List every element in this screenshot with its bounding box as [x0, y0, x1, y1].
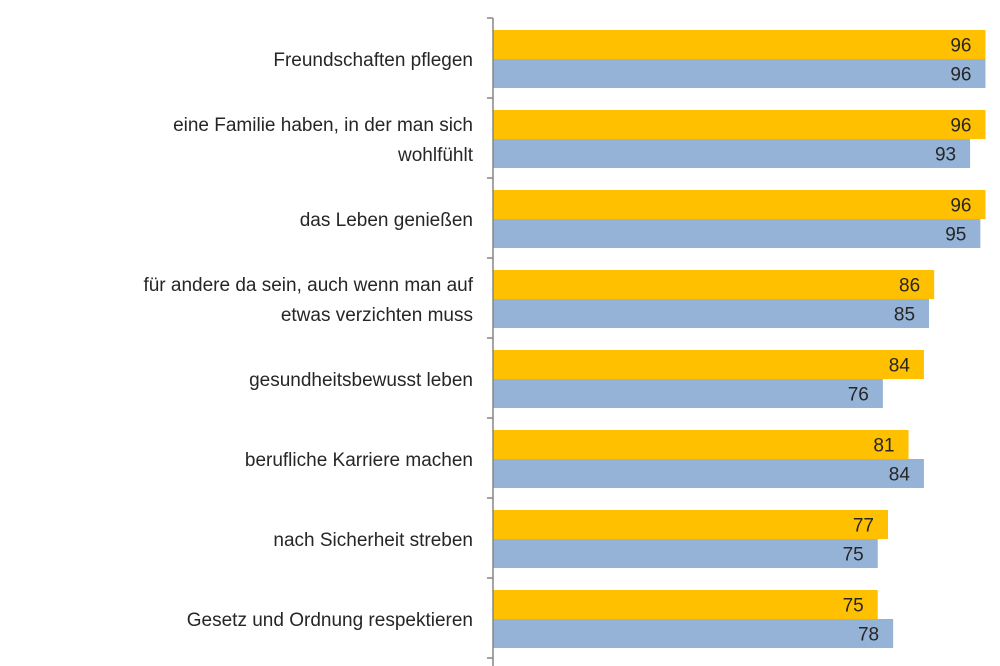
- data-label: 93: [935, 145, 956, 166]
- data-label: 96: [950, 65, 971, 86]
- category-label: das Leben genießen: [300, 210, 473, 231]
- data-label: 81: [873, 436, 894, 457]
- data-label: 75: [843, 545, 864, 566]
- data-label: 95: [945, 225, 966, 246]
- category-label: für andere da sein, auch wenn man auf: [143, 275, 473, 296]
- bar: [493, 190, 986, 219]
- data-label: 96: [950, 36, 971, 57]
- bar: [493, 539, 878, 568]
- category-label: wohlfühlt: [397, 145, 474, 166]
- bar: [493, 590, 878, 619]
- bar: [493, 139, 971, 168]
- category-label: eine Familie haben, in der man sich: [173, 115, 473, 136]
- bar: [493, 430, 909, 459]
- bar: [493, 30, 986, 59]
- category-label: berufliche Karriere machen: [245, 450, 473, 471]
- bar: [493, 619, 894, 648]
- bar: [493, 350, 924, 379]
- bar: [493, 299, 930, 328]
- category-label: gesundheitsbewusst leben: [249, 370, 473, 391]
- data-label: 84: [889, 356, 911, 377]
- bar: [493, 459, 924, 488]
- data-label: 84: [889, 465, 911, 486]
- data-label: 77: [853, 516, 874, 537]
- bar: [493, 510, 889, 539]
- category-label: nach Sicherheit streben: [273, 530, 473, 551]
- category-label: Freundschaften pflegen: [273, 50, 473, 71]
- data-label: 76: [848, 385, 869, 406]
- data-label: 96: [950, 116, 971, 137]
- data-label: 75: [843, 596, 864, 617]
- category-label: Gesetz und Ordnung respektieren: [187, 610, 473, 631]
- bar: [493, 379, 883, 408]
- category-label: etwas verzichten muss: [281, 305, 473, 326]
- bar: [493, 270, 935, 299]
- bar: [493, 219, 981, 248]
- data-label: 86: [899, 276, 920, 297]
- data-label: 85: [894, 305, 915, 326]
- bar: [493, 59, 986, 88]
- data-label: 78: [858, 625, 879, 646]
- bar: [493, 110, 986, 139]
- data-label: 96: [950, 196, 971, 217]
